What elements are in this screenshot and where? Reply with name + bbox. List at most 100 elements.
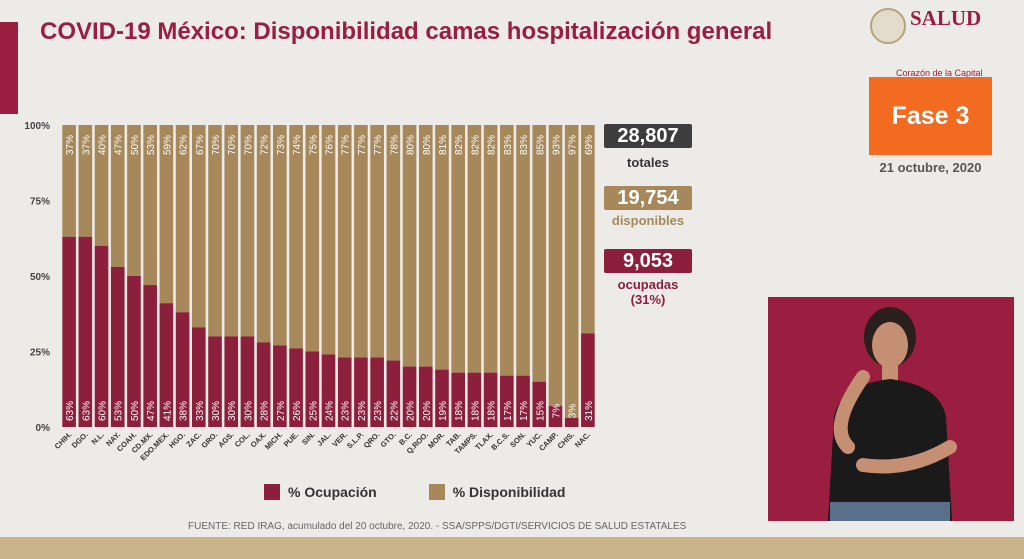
bar-occupancy bbox=[483, 372, 498, 427]
bar-availability-label: 74% bbox=[292, 135, 303, 155]
bar-occupancy bbox=[548, 405, 563, 427]
bar-availability bbox=[402, 125, 417, 367]
occupied-beds-label: ocupadas bbox=[617, 277, 679, 292]
bar-occupancy bbox=[273, 345, 287, 427]
x-tick-label: COL. bbox=[233, 430, 252, 449]
bar-availability-label: 67% bbox=[195, 135, 206, 155]
bar-availability bbox=[435, 125, 449, 370]
bar-occupancy bbox=[224, 336, 239, 427]
bar-availability bbox=[78, 125, 93, 237]
legend-swatch-occupancy bbox=[264, 484, 280, 500]
x-tick-label: B.C.S. bbox=[489, 430, 511, 452]
bar-occupancy-label: 18% bbox=[487, 401, 498, 421]
bar-occupancy bbox=[516, 375, 530, 427]
x-tick-label: MICH. bbox=[263, 430, 284, 451]
bar-availability-label: 70% bbox=[227, 135, 238, 155]
chart-legend: % Ocupación % Disponibilidad bbox=[264, 484, 617, 500]
bar-availability-label: 75% bbox=[308, 135, 319, 155]
x-tick-label: CHIS. bbox=[556, 430, 577, 451]
bar-occupancy-label: 24% bbox=[325, 401, 336, 421]
source-note: FUENTE: RED IRAG, acumulado del 20 octub… bbox=[188, 521, 687, 532]
bar-availability-label: 73% bbox=[276, 135, 287, 155]
y-tick-label: 100% bbox=[24, 121, 50, 132]
bar-availability-label: 69% bbox=[584, 135, 595, 155]
bar-occupancy bbox=[127, 276, 141, 427]
bar-availability-label: 70% bbox=[243, 135, 254, 155]
bar-availability bbox=[370, 125, 384, 358]
report-date: 21 octubre, 2020 bbox=[879, 160, 982, 175]
bar-occupancy-label: 63% bbox=[81, 401, 92, 421]
bar-occupancy-label: 41% bbox=[162, 401, 173, 421]
bar-occupancy bbox=[402, 366, 417, 427]
bar-availability bbox=[191, 125, 206, 328]
bar-occupancy-label: 22% bbox=[389, 401, 400, 421]
y-tick-label: 25% bbox=[30, 348, 50, 359]
bar-occupancy bbox=[564, 417, 579, 427]
bar-occupancy-label: 50% bbox=[130, 401, 141, 421]
bar-occupancy-label: 18% bbox=[454, 401, 465, 421]
bar-occupancy bbox=[289, 348, 303, 427]
salud-logo-text: SALUD bbox=[910, 6, 982, 30]
bar-availability-label: 37% bbox=[81, 135, 92, 155]
bar-availability bbox=[532, 125, 547, 382]
bar-availability-label: 40% bbox=[98, 135, 109, 155]
bar-availability bbox=[467, 125, 482, 373]
bar-availability-label: 72% bbox=[260, 135, 271, 155]
bar-availability bbox=[127, 125, 141, 276]
bar-availability-label: 53% bbox=[146, 135, 157, 155]
x-tick-label: QRO. bbox=[362, 430, 382, 450]
x-tick-label: GRO. bbox=[200, 430, 220, 450]
phase-badge: Fase 3 bbox=[869, 77, 992, 155]
x-tick-label: CHIH. bbox=[53, 430, 74, 451]
bar-availability bbox=[289, 125, 303, 349]
bar-occupancy bbox=[208, 336, 222, 427]
cdmx-logo-text: Corazón de la Capital bbox=[896, 68, 983, 78]
bar-availability-label: 77% bbox=[373, 135, 384, 155]
total-beds-label: totales bbox=[627, 155, 669, 170]
bar-availability-label: 70% bbox=[211, 135, 222, 155]
left-accent-stripe bbox=[0, 22, 18, 114]
available-beds-value: 19,754 bbox=[604, 186, 692, 210]
bar-occupancy bbox=[191, 327, 206, 427]
bar-occupancy bbox=[418, 366, 433, 427]
bar-availability-label: 82% bbox=[470, 135, 481, 155]
seal-icon bbox=[870, 8, 906, 44]
bar-availability bbox=[418, 125, 433, 367]
bar-occupancy bbox=[386, 360, 401, 427]
x-tick-label: HGO. bbox=[167, 430, 187, 450]
bar-availability bbox=[224, 125, 239, 337]
bar-availability-label: 50% bbox=[130, 135, 141, 155]
x-tick-label: S.L.P. bbox=[345, 430, 365, 450]
total-beds-value: 28,807 bbox=[604, 124, 692, 148]
y-tick-label: 75% bbox=[30, 197, 50, 208]
salud-logo: SALUD Corazón de la Capital bbox=[866, 6, 1006, 78]
bar-occupancy-label: 63% bbox=[65, 401, 76, 421]
bar-occupancy-label: 47% bbox=[146, 401, 157, 421]
bar-availability-label: 47% bbox=[114, 135, 125, 155]
bar-occupancy-label: 20% bbox=[406, 401, 417, 421]
bar-occupancy-label: 38% bbox=[179, 401, 190, 421]
bar-availability-label: 93% bbox=[551, 135, 562, 155]
bar-availability-label: 85% bbox=[535, 135, 546, 155]
bar-availability bbox=[256, 125, 271, 343]
bar-occupancy bbox=[581, 333, 595, 427]
bar-occupancy bbox=[256, 342, 271, 427]
bar-availability-label: 82% bbox=[454, 135, 465, 155]
bar-occupancy bbox=[143, 285, 157, 427]
bar-availability-label: 77% bbox=[341, 135, 352, 155]
bar-availability bbox=[581, 125, 595, 334]
bar-availability bbox=[273, 125, 287, 346]
bar-occupancy-label: 23% bbox=[341, 401, 352, 421]
bar-occupancy bbox=[467, 372, 482, 427]
bar-availability bbox=[483, 125, 498, 373]
bar-availability-label: 80% bbox=[422, 135, 433, 155]
bar-availability bbox=[337, 125, 352, 358]
bar-occupancy-label: 17% bbox=[519, 401, 530, 421]
bar-availability-label: 37% bbox=[65, 135, 76, 155]
page-title: COVID-19 México: Disponibilidad camas ho… bbox=[40, 18, 773, 45]
bar-occupancy bbox=[451, 372, 466, 427]
bar-availability-label: 83% bbox=[503, 135, 514, 155]
x-tick-label: MOR. bbox=[426, 430, 446, 450]
bar-availability bbox=[386, 125, 401, 361]
bar-occupancy bbox=[78, 236, 93, 427]
